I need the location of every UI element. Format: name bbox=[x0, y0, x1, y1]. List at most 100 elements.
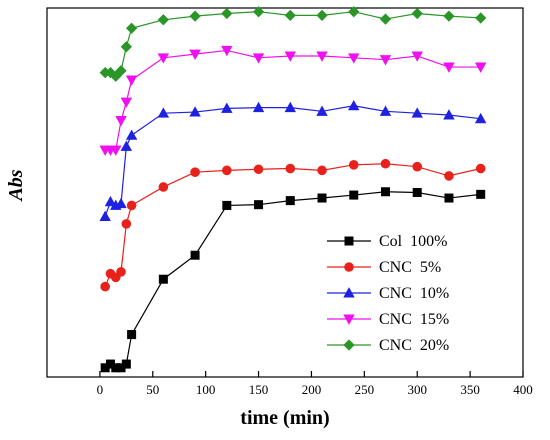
data-point bbox=[104, 195, 117, 207]
data-point bbox=[158, 274, 168, 284]
data-point bbox=[125, 22, 138, 34]
data-point bbox=[116, 267, 126, 277]
data-point bbox=[99, 210, 111, 221]
data-point bbox=[221, 7, 233, 20]
data-point bbox=[411, 7, 423, 20]
data-point bbox=[115, 116, 127, 127]
data-point bbox=[443, 62, 455, 73]
legend-item: CNC 20% bbox=[327, 337, 449, 354]
data-point bbox=[412, 161, 423, 172]
legend-marker bbox=[343, 339, 355, 351]
data-point bbox=[411, 51, 423, 62]
data-point bbox=[125, 129, 138, 140]
data-point bbox=[317, 165, 327, 176]
data-point bbox=[104, 66, 117, 79]
series-5 bbox=[99, 6, 487, 82]
data-point bbox=[115, 197, 127, 209]
data-point bbox=[348, 6, 360, 18]
data-point bbox=[316, 9, 328, 22]
x-tick-label: 350 bbox=[460, 382, 480, 397]
x-tick-label: 250 bbox=[355, 382, 375, 397]
legend: Col 100% CNC 5% CNC 10% CNC 15% CNC 20% bbox=[327, 233, 449, 354]
data-point bbox=[379, 55, 392, 66]
data-point bbox=[379, 105, 392, 116]
legend-label: CNC 15% bbox=[379, 311, 449, 328]
data-point bbox=[285, 196, 295, 206]
data-point bbox=[284, 51, 296, 62]
x-tick-label: 100 bbox=[196, 382, 216, 397]
x-tick-label: 0 bbox=[97, 382, 104, 397]
data-point bbox=[126, 200, 137, 211]
data-point bbox=[476, 189, 486, 199]
data-point bbox=[316, 51, 328, 62]
data-point bbox=[379, 13, 392, 25]
legend-item: Col 100% bbox=[327, 233, 447, 250]
data-point bbox=[157, 14, 169, 26]
data-point bbox=[253, 164, 264, 175]
data-point bbox=[254, 200, 264, 210]
data-point bbox=[121, 359, 131, 369]
series-layer bbox=[99, 6, 487, 373]
data-point bbox=[380, 158, 391, 169]
series-2 bbox=[100, 158, 486, 292]
data-point bbox=[189, 106, 201, 117]
series-line bbox=[105, 49, 481, 151]
data-point bbox=[190, 167, 200, 178]
x-axis-label: time (min) bbox=[240, 407, 329, 429]
data-point bbox=[443, 10, 455, 22]
data-point bbox=[157, 53, 170, 64]
data-point bbox=[190, 250, 200, 260]
series-4 bbox=[99, 45, 487, 156]
series-1 bbox=[100, 187, 486, 373]
x-tick-label: 300 bbox=[407, 382, 427, 397]
data-point bbox=[125, 75, 138, 86]
data-point bbox=[317, 193, 327, 203]
data-point bbox=[158, 182, 169, 192]
data-point bbox=[348, 53, 360, 64]
data-point bbox=[252, 53, 265, 64]
data-point bbox=[221, 102, 233, 113]
data-point bbox=[475, 12, 487, 24]
series-3 bbox=[99, 99, 487, 221]
data-point bbox=[222, 200, 232, 210]
data-point bbox=[189, 10, 201, 22]
data-point bbox=[284, 9, 296, 22]
data-point bbox=[284, 101, 296, 113]
legend-item: CNC 10% bbox=[327, 285, 449, 302]
data-point bbox=[348, 160, 359, 170]
data-point bbox=[285, 163, 296, 174]
legend-label: CNC 20% bbox=[379, 337, 449, 354]
x-tick-label: 400 bbox=[513, 382, 533, 397]
data-point bbox=[444, 193, 454, 203]
legend-item: CNC 5% bbox=[327, 259, 441, 276]
legend-marker bbox=[344, 262, 354, 272]
legend-label: CNC 5% bbox=[379, 259, 441, 276]
x-tick-label: 150 bbox=[249, 382, 269, 397]
data-point bbox=[121, 219, 132, 229]
x-tick-label: 200 bbox=[302, 382, 322, 397]
data-point bbox=[444, 171, 454, 181]
data-point bbox=[348, 99, 360, 111]
data-point bbox=[474, 112, 487, 124]
data-point bbox=[349, 190, 359, 200]
plot-frame bbox=[46, 7, 524, 378]
data-point bbox=[475, 163, 486, 174]
legend-label: CNC 10% bbox=[379, 285, 449, 302]
legend-label: Col 100% bbox=[379, 233, 447, 250]
data-point bbox=[411, 107, 423, 118]
data-point bbox=[115, 65, 127, 77]
plot-area: 0 50 100 150 200 250 300 350 400 bbox=[46, 6, 533, 397]
data-point bbox=[252, 6, 265, 18]
legend-marker bbox=[343, 314, 355, 325]
data-point bbox=[412, 188, 422, 198]
data-point bbox=[120, 140, 133, 151]
legend-marker bbox=[343, 287, 355, 298]
legend-item: CNC 15% bbox=[327, 311, 449, 328]
data-point bbox=[110, 145, 122, 156]
data-point bbox=[120, 41, 132, 53]
data-point bbox=[100, 281, 110, 292]
legend-marker bbox=[344, 236, 354, 246]
data-point bbox=[221, 45, 233, 57]
y-axis-label: Abs bbox=[5, 169, 27, 202]
